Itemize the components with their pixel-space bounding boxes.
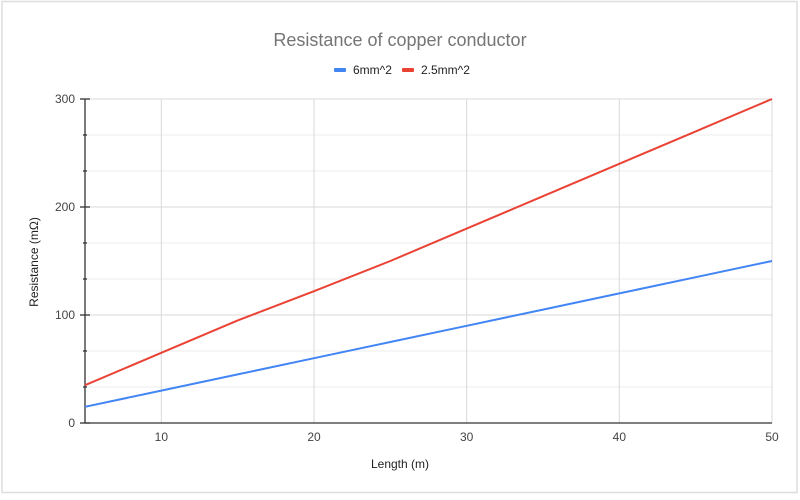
- series-line-red[interactable]: [84, 98, 773, 387]
- y-axis-title: Resistance (mΩ): [27, 217, 41, 307]
- legend-label: 6mm^2: [353, 63, 392, 77]
- legend: 6mm^2 2.5mm^2: [334, 63, 470, 77]
- y-tick-label: 200: [55, 200, 75, 214]
- legend-item-2-5mm2[interactable]: 2.5mm^2: [402, 63, 470, 77]
- y-tick-label: 0: [68, 416, 75, 430]
- x-tick-label: 20: [307, 430, 321, 444]
- y-tick-label: 100: [55, 308, 75, 322]
- legend-label: 2.5mm^2: [421, 63, 470, 77]
- x-tick-label: 40: [613, 430, 627, 444]
- x-tick-label: 50: [765, 430, 779, 444]
- gridlines: [85, 98, 773, 423]
- x-tick-label: 10: [155, 430, 169, 444]
- legend-item-6mm2[interactable]: 6mm^2: [334, 63, 392, 77]
- legend-swatch-blue-icon: [334, 68, 346, 72]
- axes: [80, 98, 772, 424]
- series-line-blue[interactable]: [84, 260, 773, 408]
- x-axis-title: Length (m): [371, 457, 429, 471]
- y-tick-label: 300: [55, 92, 75, 106]
- x-tick-label: 30: [460, 430, 474, 444]
- legend-swatch-red-icon: [402, 68, 414, 72]
- chart-title: Resistance of copper conductor: [273, 30, 526, 50]
- data-series: [84, 98, 773, 408]
- tick-labels: 0 100 200 300 10 20 30 40 50: [55, 92, 779, 444]
